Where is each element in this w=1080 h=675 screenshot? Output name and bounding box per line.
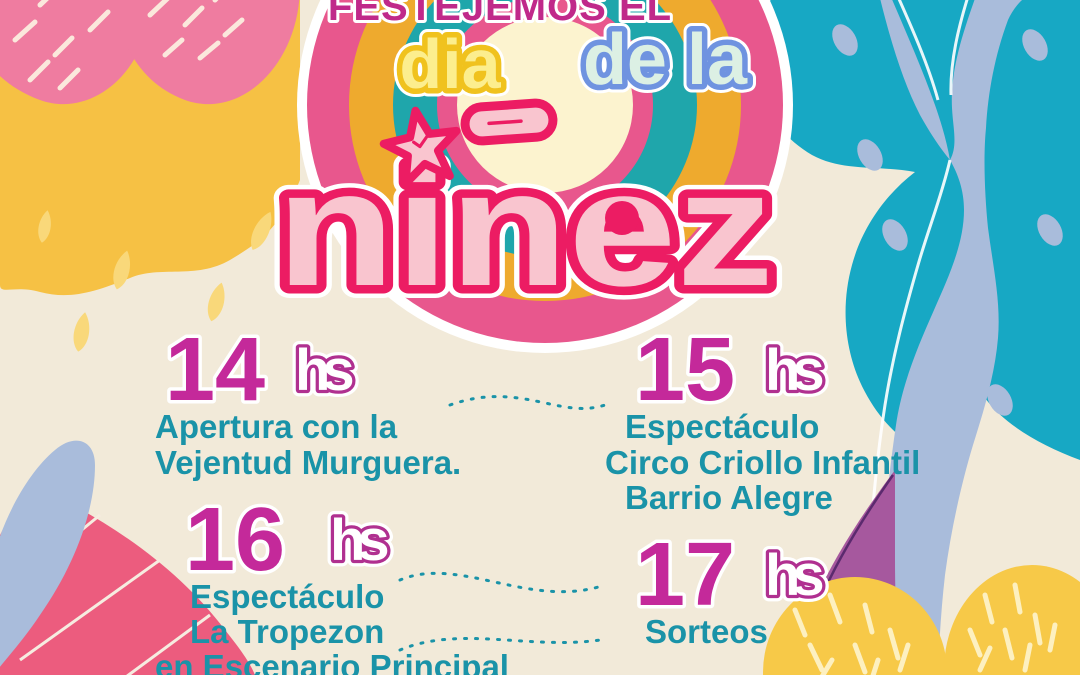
svg-text:de la: de la xyxy=(583,20,748,100)
svg-text:Sorteos: Sorteos xyxy=(645,613,768,650)
svg-text:15: 15 xyxy=(635,320,735,420)
svg-text:La Tropezon: La Tropezon xyxy=(190,613,384,650)
svg-text:en Escenario Principal: en Escenario Principal xyxy=(155,648,509,675)
svg-text:Barrio Alegre: Barrio Alegre xyxy=(625,479,833,516)
svg-text:Apertura con la: Apertura con la xyxy=(155,408,398,445)
svg-text:Espectáculo: Espectáculo xyxy=(190,578,384,615)
svg-text:Circo Criollo Infantil: Circo Criollo Infantil xyxy=(605,444,920,481)
svg-text:hs: hs xyxy=(295,338,352,403)
svg-text:14: 14 xyxy=(165,320,265,420)
svg-text:ninez: ninez xyxy=(276,137,774,321)
svg-text:Espectáculo: Espectáculo xyxy=(625,408,819,445)
svg-text:hs: hs xyxy=(765,543,822,608)
svg-text:16: 16 xyxy=(185,490,285,590)
svg-text:hs: hs xyxy=(765,338,822,403)
svg-text:hs: hs xyxy=(330,508,387,573)
svg-text:17: 17 xyxy=(635,525,735,625)
svg-text:dia: dia xyxy=(399,25,501,103)
svg-text:Vejentud Murguera.: Vejentud Murguera. xyxy=(155,444,461,481)
